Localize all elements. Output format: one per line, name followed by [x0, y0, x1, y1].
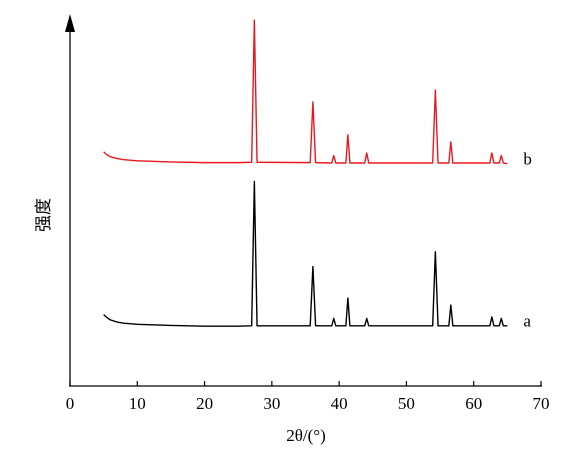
x-tick-label: 20: [196, 394, 213, 413]
y-axis-arrow: [65, 14, 75, 32]
x-tick-label: 0: [66, 394, 75, 413]
x-tick-label: 40: [331, 394, 348, 413]
x-tick-label: 10: [129, 394, 146, 413]
line-series: [103, 19, 508, 165]
x-tick-label: 70: [533, 394, 550, 413]
series-label: b: [523, 150, 532, 169]
line-series: [103, 180, 508, 327]
x-tick-label: 50: [398, 394, 415, 413]
y-axis-label: 强度: [34, 198, 53, 232]
x-axis-label: 2θ/(°): [286, 426, 326, 445]
series-label: a: [523, 312, 531, 331]
x-tick-label: 30: [263, 394, 280, 413]
x-tick-label: 60: [465, 394, 482, 413]
